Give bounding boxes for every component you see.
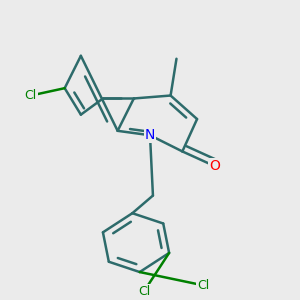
- Text: O: O: [209, 159, 220, 173]
- Text: Cl: Cl: [197, 279, 209, 292]
- Text: Cl: Cl: [138, 285, 150, 298]
- Text: N: N: [145, 128, 155, 142]
- Text: Cl: Cl: [25, 89, 37, 102]
